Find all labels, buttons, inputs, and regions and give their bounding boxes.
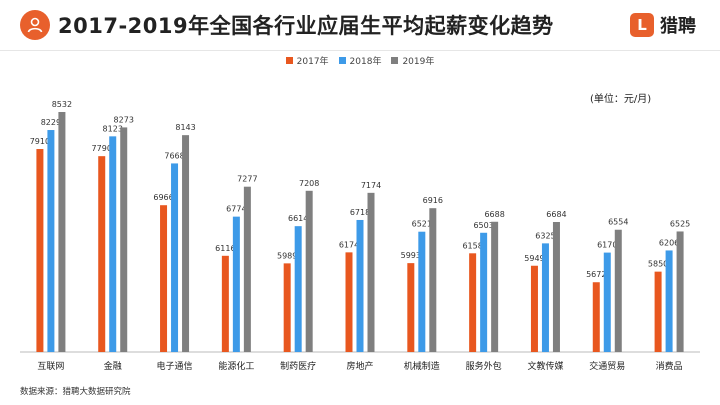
bar-2019年-服务外包 xyxy=(491,221,499,352)
data-label: 7174 xyxy=(361,181,381,190)
bar-2019年-互联网 xyxy=(58,112,66,352)
category-label: 房地产 xyxy=(346,360,373,372)
data-label: 6325 xyxy=(535,231,555,240)
legend-swatch xyxy=(285,57,293,64)
data-label: 8532 xyxy=(52,100,72,109)
category-label: 交通贸易 xyxy=(589,360,625,372)
legend-item-2: 2019年 xyxy=(391,54,434,67)
category-label: 电子通信 xyxy=(157,360,193,372)
category-label: 互联网 xyxy=(37,361,64,372)
data-label: 7790 xyxy=(92,144,112,153)
category-label: 服务外包 xyxy=(466,360,502,372)
bar-2017年-交通贸易 xyxy=(592,282,600,352)
legend-item-1: 2018年 xyxy=(338,54,382,67)
data-label: 6688 xyxy=(484,210,504,219)
source-note: 数据来源：猎聘大数据研究院 xyxy=(20,387,131,397)
data-label: 6206 xyxy=(659,238,679,247)
data-label: 6774 xyxy=(226,205,246,214)
data-label: 6916 xyxy=(423,196,443,205)
data-label: 6174 xyxy=(339,240,359,249)
bar-2018年-能源化工 xyxy=(232,216,240,352)
bar-2018年-互联网 xyxy=(47,130,55,352)
data-label: 7910 xyxy=(30,137,50,146)
bar-2017年-金融 xyxy=(98,156,106,352)
legend-label: 2017年 xyxy=(296,57,329,67)
bar-2018年-消费品 xyxy=(665,250,673,352)
brand-mark-icon: L xyxy=(630,13,654,37)
data-label: 6525 xyxy=(670,219,690,228)
chart-legend: 2017年 2018年 2019年 xyxy=(0,54,720,67)
data-label: 5949 xyxy=(524,254,544,263)
bar-2018年-文教传媒 xyxy=(541,243,549,352)
bar-2017年-能源化工 xyxy=(221,255,229,352)
brand-logo: L 猎聘 xyxy=(630,12,696,38)
data-label: 5993 xyxy=(401,251,421,260)
data-label: 8143 xyxy=(175,123,195,132)
legend-item-0: 2017年 xyxy=(285,54,329,67)
bar-2018年-金融 xyxy=(109,136,117,352)
unit-label: (单位：元/月) xyxy=(590,94,652,105)
category-label: 文教传媒 xyxy=(527,360,563,372)
data-label: 6158 xyxy=(462,241,482,250)
person-icon xyxy=(20,10,50,40)
bar-2019年-电子通信 xyxy=(182,135,190,352)
bar-2019年-消费品 xyxy=(676,231,684,352)
data-label: 6718 xyxy=(350,208,370,217)
data-label: 8123 xyxy=(103,124,123,133)
legend-label: 2018年 xyxy=(349,57,382,67)
header-divider xyxy=(0,50,720,51)
brand-name: 猎聘 xyxy=(660,16,696,37)
bar-2018年-房地产 xyxy=(356,219,364,352)
legend-swatch xyxy=(338,57,346,64)
bar-2017年-制药医疗 xyxy=(283,263,291,352)
category-label: 消费品 xyxy=(656,360,683,372)
data-label: 6170 xyxy=(597,241,617,250)
data-label: 8229 xyxy=(41,118,61,127)
page-title: 2017-2019年全国各行业应届生平均起薪变化趋势 xyxy=(58,14,554,38)
category-label: 能源化工 xyxy=(218,360,254,372)
category-label: 机械制造 xyxy=(404,360,440,372)
bar-2019年-房地产 xyxy=(367,192,375,352)
bar-2017年-房地产 xyxy=(345,252,353,352)
legend-label: 2019年 xyxy=(402,57,435,67)
data-label: 7208 xyxy=(299,179,319,188)
data-label: 7277 xyxy=(237,175,257,184)
bar-2018年-制药医疗 xyxy=(294,226,302,352)
data-label: 6554 xyxy=(608,218,628,227)
bar-2017年-服务外包 xyxy=(469,253,477,352)
bar-2019年-能源化工 xyxy=(243,186,251,352)
bar-2017年-消费品 xyxy=(654,271,662,352)
data-label: 7668 xyxy=(164,151,184,160)
data-label: 6614 xyxy=(288,214,308,223)
bar-2019年-交通贸易 xyxy=(614,229,622,352)
legend-swatch xyxy=(391,57,399,64)
category-label: 制药医疗 xyxy=(280,360,316,372)
bar-2019年-制药医疗 xyxy=(305,190,313,352)
bar-2018年-交通贸易 xyxy=(603,252,611,352)
data-label: 5989 xyxy=(277,251,297,260)
data-label: 6116 xyxy=(215,244,235,253)
bar-2019年-机械制造 xyxy=(429,208,437,352)
data-label: 5850 xyxy=(648,260,668,269)
bar-2017年-互联网 xyxy=(36,149,44,352)
data-label: 6503 xyxy=(473,221,493,230)
data-label: 6521 xyxy=(412,220,432,229)
bar-2017年-机械制造 xyxy=(407,263,415,352)
data-label: 5672 xyxy=(586,270,606,279)
bar-2018年-电子通信 xyxy=(171,163,179,352)
bar-2017年-文教传媒 xyxy=(530,265,538,352)
bar-2019年-文教传媒 xyxy=(552,222,560,352)
bar-2017年-电子通信 xyxy=(160,205,168,352)
data-label: 6684 xyxy=(546,210,566,219)
bar-2019年-金融 xyxy=(120,127,128,353)
bar-2018年-服务外包 xyxy=(480,232,488,352)
data-label: 6966 xyxy=(153,193,173,202)
header: 2017-2019年全国各行业应届生平均起薪变化趋势 L 猎聘 xyxy=(0,0,720,52)
data-label: 8273 xyxy=(114,115,134,124)
category-label: 金融 xyxy=(104,360,122,372)
bar-2018年-机械制造 xyxy=(418,231,426,352)
